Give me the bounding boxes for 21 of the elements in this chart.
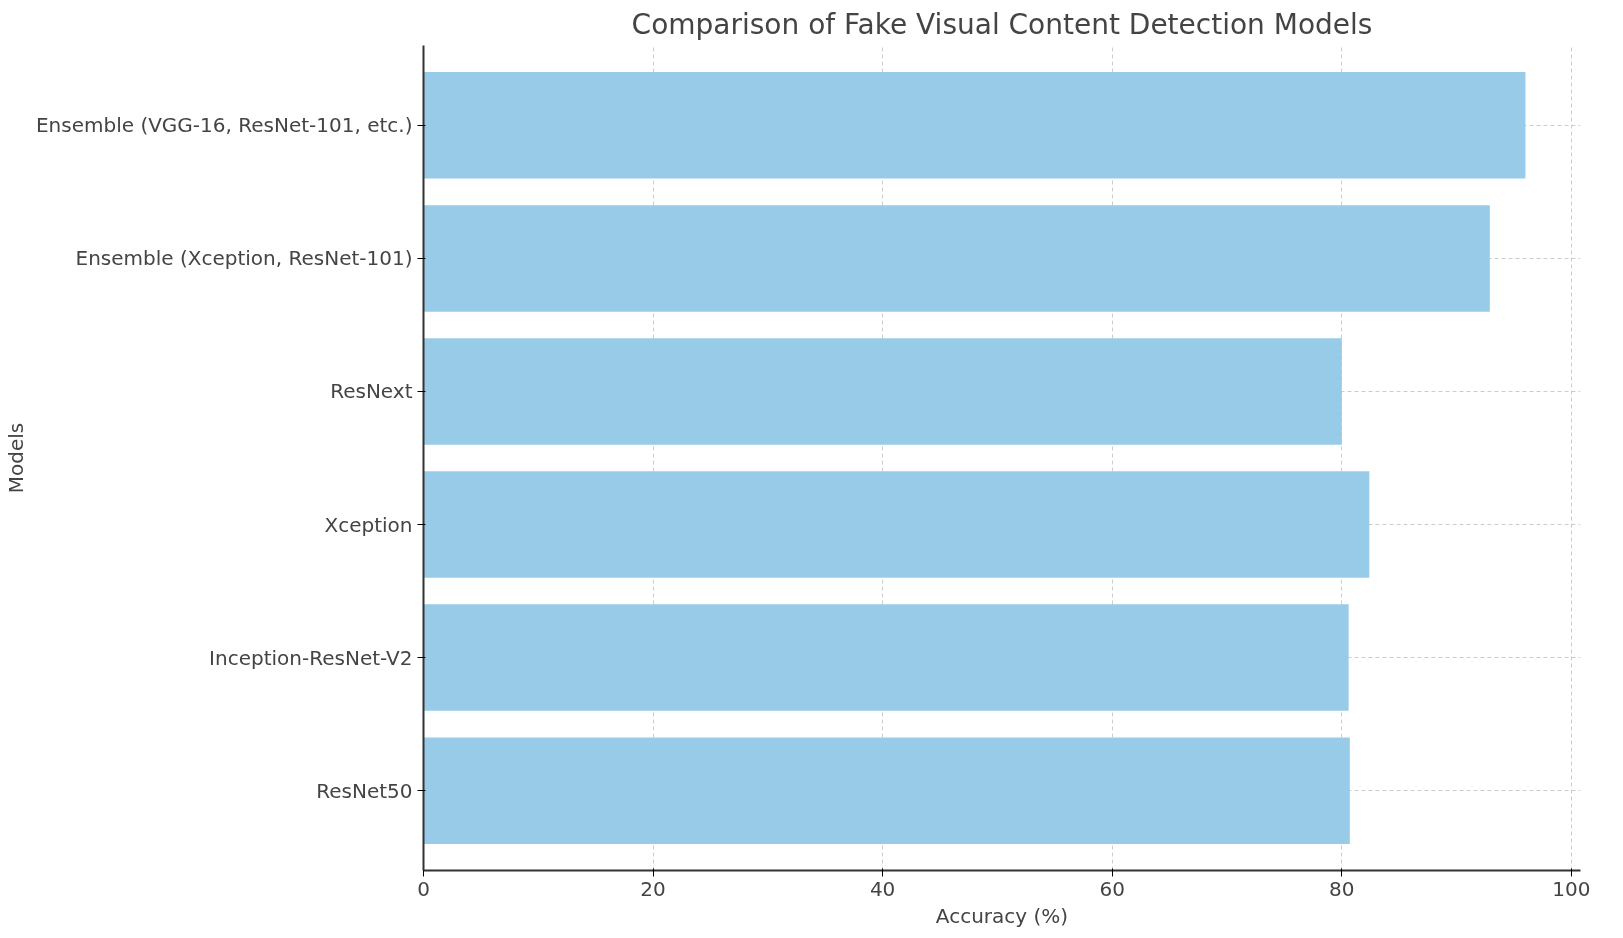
- bar: [423, 338, 1342, 445]
- bar: [423, 604, 1349, 711]
- bar: [423, 72, 1526, 179]
- bar: [423, 471, 1370, 578]
- y-tick-label: Inception-ResNet-V2: [209, 645, 413, 670]
- y-axis-title: Models: [3, 422, 28, 494]
- x-tick-label: 40: [869, 876, 896, 901]
- chart-title: Comparison of Fake Visual Content Detection Models: [631, 7, 1373, 41]
- y-tick-label: Xception: [324, 512, 413, 537]
- x-tick-label: 60: [1099, 876, 1125, 901]
- x-tick-label: 20: [640, 876, 666, 901]
- y-tick-label: Ensemble (VGG-16, ResNet-101, etc.): [35, 113, 413, 138]
- x-tick-label: 0: [417, 876, 430, 901]
- x-tick-label: 80: [1329, 876, 1355, 901]
- y-tick-label: ResNext: [330, 379, 413, 404]
- bar: [423, 205, 1490, 312]
- x-tick-label: 100: [1552, 876, 1591, 901]
- bar: [423, 737, 1350, 844]
- y-tick-label: Ensemble (Xception, ResNet-101): [75, 246, 413, 271]
- x-axis-title: Accuracy (%): [935, 903, 1069, 928]
- y-tick-label: ResNet50: [316, 778, 413, 803]
